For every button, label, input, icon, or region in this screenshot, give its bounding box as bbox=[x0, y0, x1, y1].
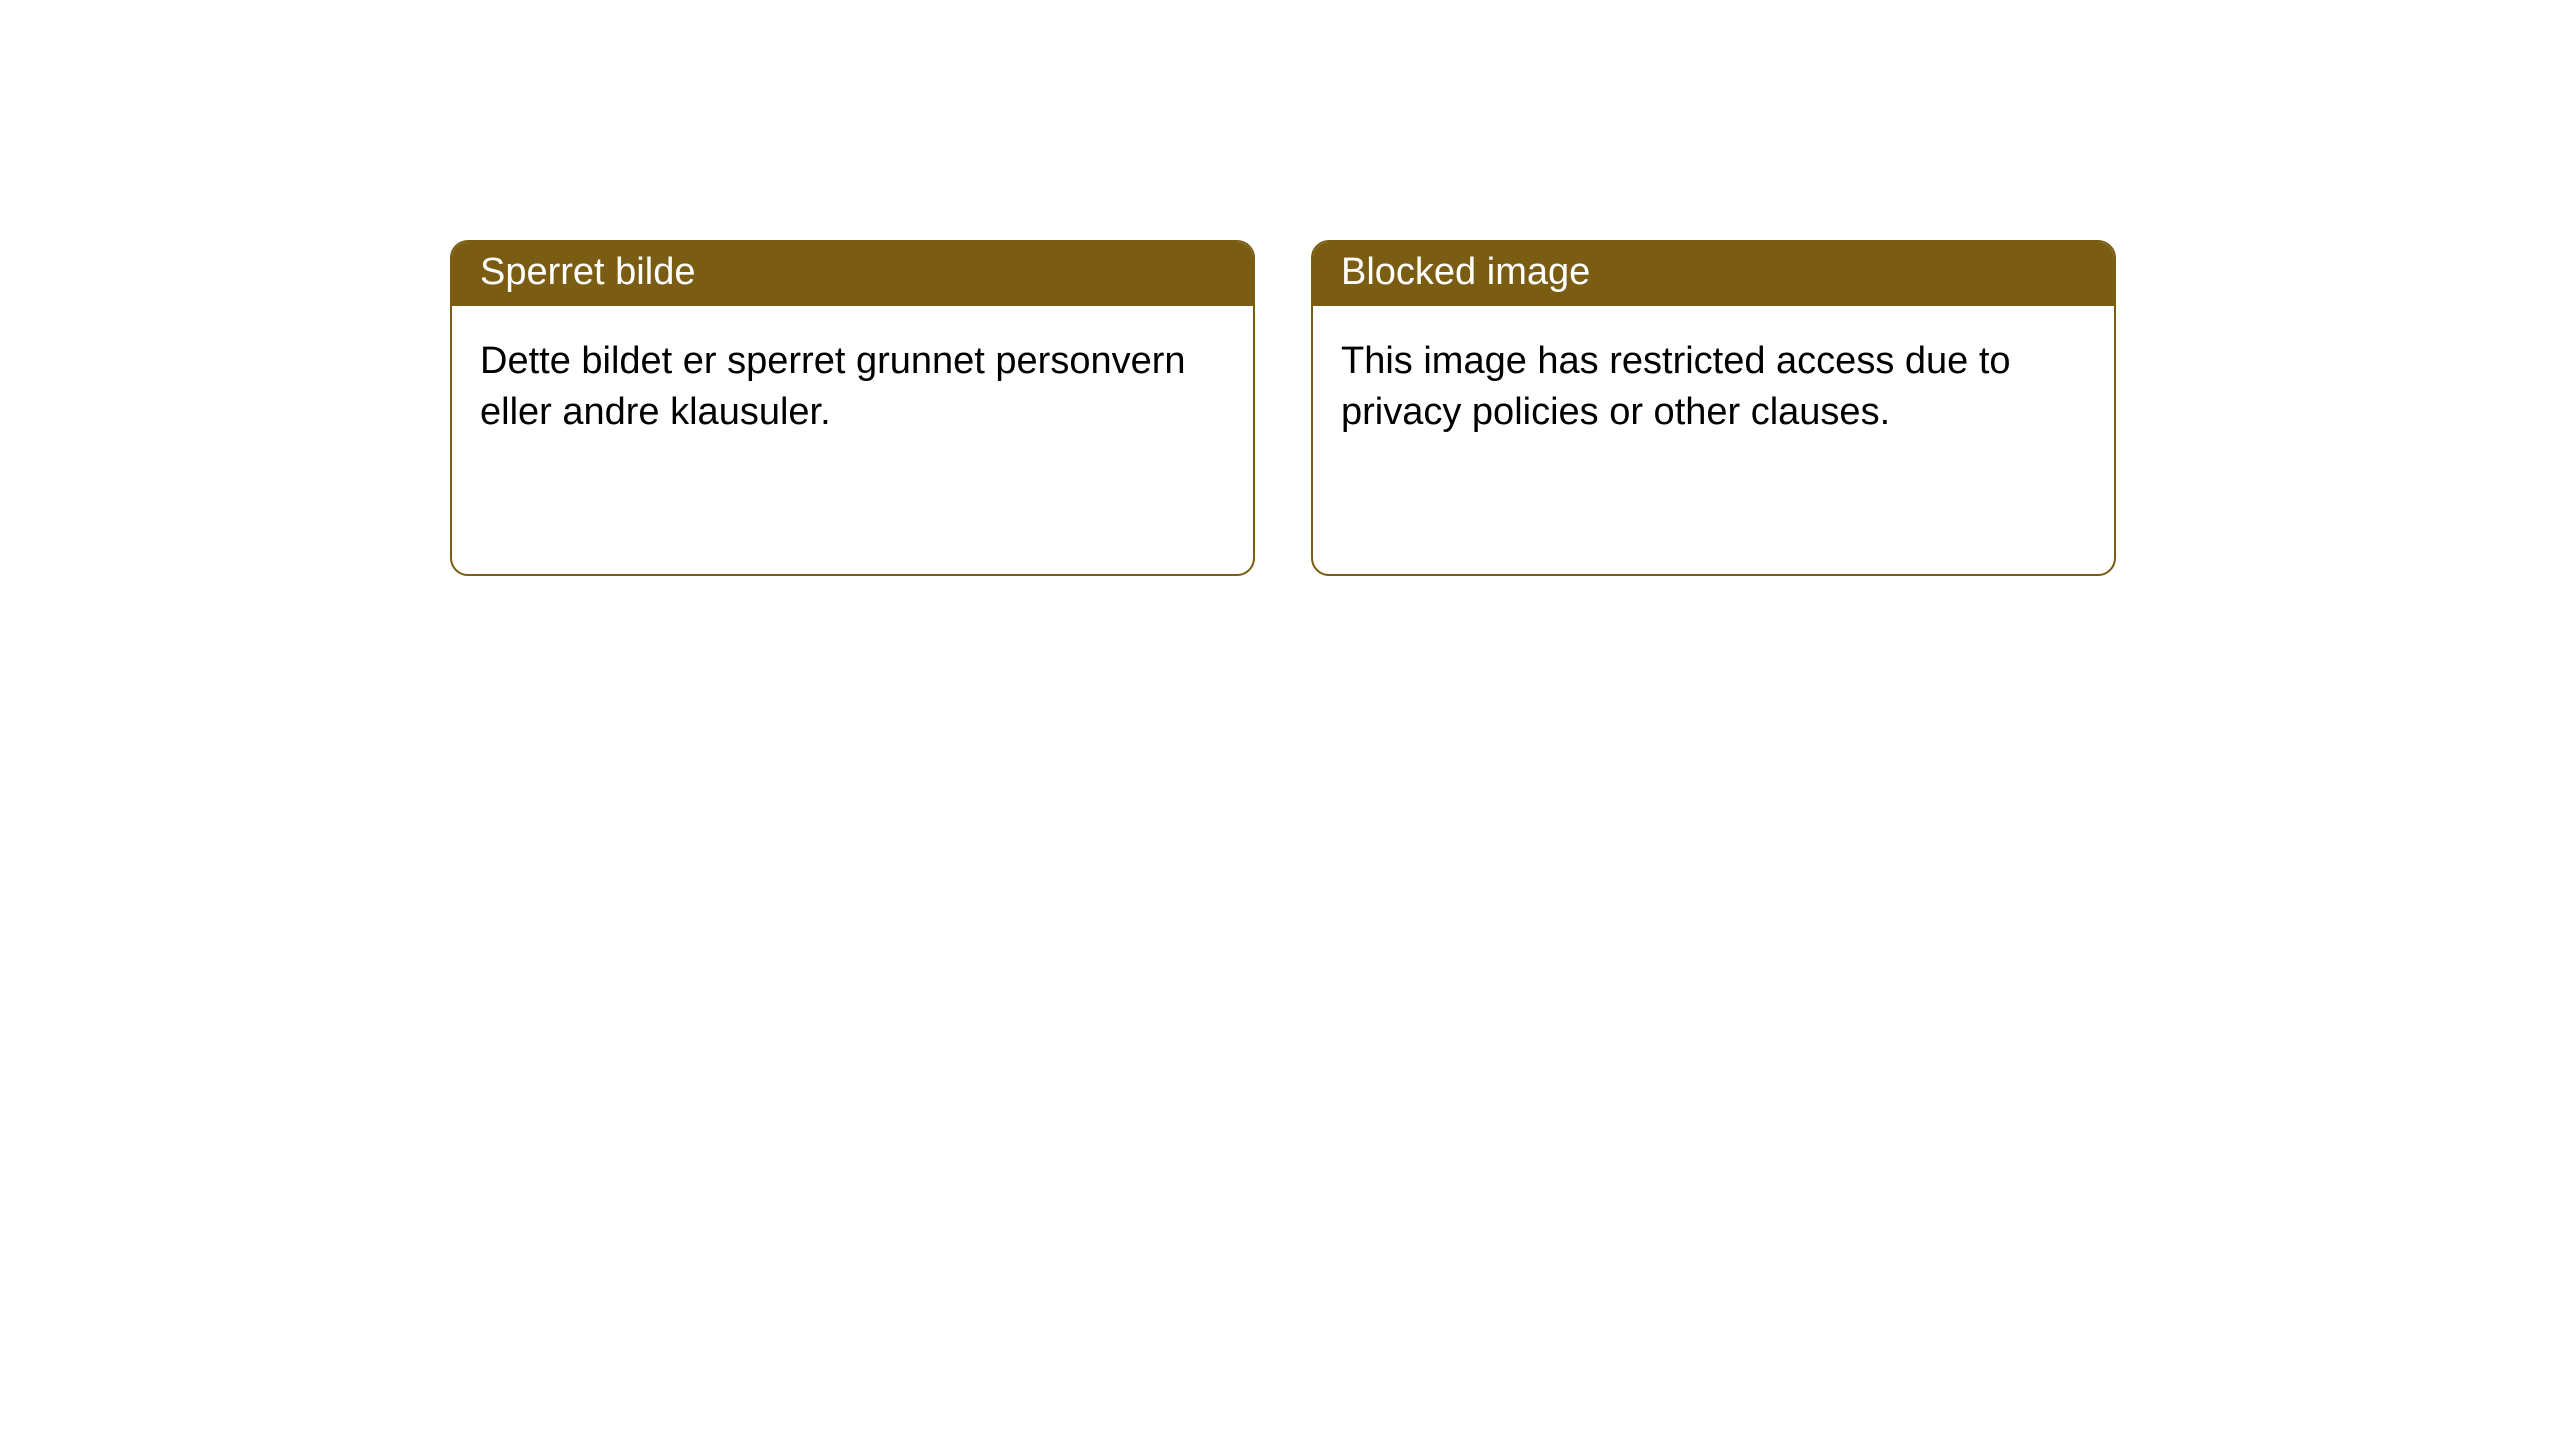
notice-box-no: Sperret bilde Dette bildet er sperret gr… bbox=[450, 240, 1255, 576]
notice-body-no: Dette bildet er sperret grunnet personve… bbox=[452, 306, 1253, 469]
notice-container: Sperret bilde Dette bildet er sperret gr… bbox=[0, 0, 2560, 576]
notice-title-en: Blocked image bbox=[1313, 242, 2114, 306]
notice-box-en: Blocked image This image has restricted … bbox=[1311, 240, 2116, 576]
notice-body-en: This image has restricted access due to … bbox=[1313, 306, 2114, 469]
notice-title-no: Sperret bilde bbox=[452, 242, 1253, 306]
